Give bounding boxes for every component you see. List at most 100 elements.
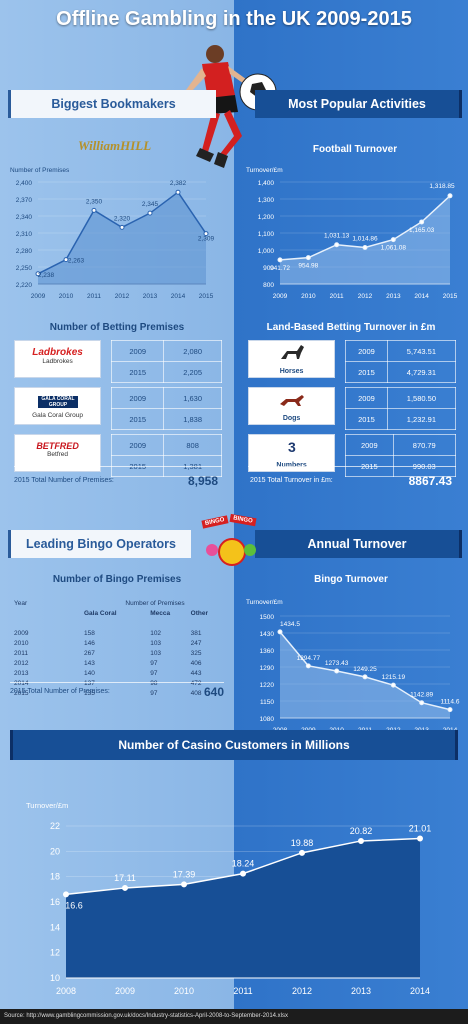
data-label: 2,238: [38, 272, 55, 279]
data-point: [147, 210, 153, 216]
data-label: 941.72: [270, 265, 290, 272]
y-tick-label: 22: [50, 821, 60, 831]
y-tick-label: 2,370: [16, 197, 33, 204]
table-row: 2015 4,729.31: [345, 361, 457, 383]
y-tick-label: 1360: [260, 648, 275, 655]
data-point: [305, 663, 311, 669]
table-row: 2009 1,630: [111, 387, 222, 409]
y-tick-label: 2,400: [16, 180, 33, 187]
bingo-premises-title: Number of Bingo Premises: [52, 574, 182, 585]
data-point: [390, 682, 396, 688]
data-label: 1,318.85: [429, 183, 455, 190]
x-tick-label: 2013: [386, 293, 401, 300]
data-label: 1294.77: [297, 655, 321, 662]
x-tick-label: 2010: [59, 293, 74, 300]
y-tick-label: 1,300: [258, 197, 275, 204]
table-row: 2009 870.79: [345, 434, 457, 456]
premises-row-ladbrokes: Ladbrokes Ladbrokes 2009 2,080 2015 2,205: [14, 340, 222, 383]
data-point: [122, 884, 128, 891]
table-row: 2014 137 98 472: [14, 679, 202, 687]
table-row: 2010 146 103 247: [14, 639, 202, 647]
data-label: 1114.6: [441, 699, 460, 706]
data-label: 1,061.08: [381, 245, 407, 252]
horses-icon: Horses: [248, 340, 336, 378]
data-point: [119, 224, 125, 230]
data-point: [362, 244, 368, 250]
turnover-row-dogs: Dogs 2009 1,580.50 2015 1,232.91: [248, 387, 457, 430]
y-tick-label: 18: [50, 872, 60, 882]
table-row: 2015 1,838: [111, 408, 222, 430]
x-tick-label: 2014: [410, 986, 430, 996]
y-tick-label: 1080: [260, 716, 275, 723]
data-label: 1,165.03: [409, 227, 435, 234]
betfred-logo: BETFRED Betfred: [14, 434, 102, 472]
data-label: 2,382: [170, 180, 187, 187]
data-label: 21.01: [409, 824, 432, 834]
premises-total-label: 2015 Total Number of Premises:: [14, 477, 114, 484]
land-based-title: Land-Based Betting Turnover in £m: [266, 322, 436, 333]
x-tick-label: 2011: [233, 986, 252, 996]
turnover-total-value: 8867.43: [408, 474, 452, 488]
x-tick-label: 2011: [330, 293, 344, 300]
series-area: [280, 195, 450, 284]
data-point: [299, 849, 305, 856]
table-row: 2015 135 97 408: [14, 689, 202, 697]
data-point: [419, 219, 425, 225]
x-tick-label: 2008: [56, 986, 76, 996]
x-tick-label: 2014: [414, 293, 429, 300]
y-tick-label: 1,400: [258, 180, 275, 187]
source-footer: Source: http://www.gamblingcommission.go…: [0, 1009, 468, 1024]
turnover-row-horses: Horses 2009 5,743.51 2015 4,729.31: [248, 340, 457, 383]
page-title: Offline Gambling in the UK 2009-2015: [56, 8, 412, 30]
y-tick-label: 900: [263, 265, 274, 272]
y-tick-label: 14: [50, 922, 60, 932]
y-tick-label: 1430: [260, 631, 275, 638]
x-tick-label: 2015: [443, 293, 458, 300]
series-area: [38, 192, 206, 284]
table-row: 2015 1,232.91: [345, 408, 457, 430]
data-label: 1,014.86: [352, 235, 378, 242]
table-row: 2009 1,580.50: [345, 387, 457, 409]
data-label: 1,031.13: [324, 233, 350, 240]
ladbrokes-logo: Ladbrokes Ladbrokes: [14, 340, 102, 378]
data-point: [175, 189, 181, 195]
table-row: 2009 5,743.51: [345, 340, 457, 362]
data-label: 2,320: [114, 215, 131, 222]
data-label: 1215.19: [382, 674, 406, 681]
data-point: [358, 837, 364, 844]
data-point: [419, 700, 425, 706]
data-point: [417, 835, 423, 842]
data-point: [305, 255, 311, 261]
data-label: 2,350: [86, 198, 103, 205]
table-row: 2009 2,080: [111, 340, 222, 362]
y-tick-label: 20: [50, 846, 60, 856]
y-tick-label: 1,000: [258, 248, 275, 255]
data-label: 19.88: [291, 838, 314, 848]
data-point: [203, 231, 209, 237]
data-label: 16.6: [65, 900, 83, 910]
data-point: [277, 629, 283, 635]
table-row: 2015 2,205: [111, 361, 222, 383]
williamhill-chart: Number of Premises 2,220 2,250 2,280 2,310 2,…: [10, 167, 215, 300]
gala-coral-logo: GALA CORAL GROUP Gala Coral Group: [14, 387, 102, 425]
data-label: 17.39: [173, 869, 196, 879]
betting-premises-title: Number of Betting Premises: [49, 322, 185, 333]
bingo-table: Year Number of Premises Gala Coral Mecca…: [14, 598, 226, 698]
bingo-total-label: 2015 Total Number of Premises:: [10, 688, 110, 695]
data-label: 2,263: [68, 258, 85, 265]
data-point: [63, 891, 69, 898]
y-tick-label: 2,280: [16, 248, 33, 255]
turnover-table: Horses 2009 5,743.51 2015 4,729.31 Dogs 20…: [248, 340, 457, 477]
football-title: Football Turnover: [312, 144, 398, 155]
y-axis-label: Number of Premises: [10, 167, 70, 174]
table-header: Year Number of Premises: [14, 599, 185, 607]
data-label: 1142.89: [410, 692, 433, 699]
data-label: 2,309: [198, 236, 215, 243]
y-tick-label: 1290: [260, 665, 275, 672]
y-tick-label: 12: [50, 948, 60, 958]
turnover-total-label: 2015 Total Turnover in £m:: [250, 477, 333, 484]
premises-row-betfred: BETFRED Betfred 2009 808 2015 1,381: [14, 434, 222, 477]
x-tick-label: 2013: [143, 293, 158, 300]
numbers-icon: 3 Numbers: [248, 434, 336, 472]
y-axis-label: Turnover/£m: [246, 599, 283, 606]
